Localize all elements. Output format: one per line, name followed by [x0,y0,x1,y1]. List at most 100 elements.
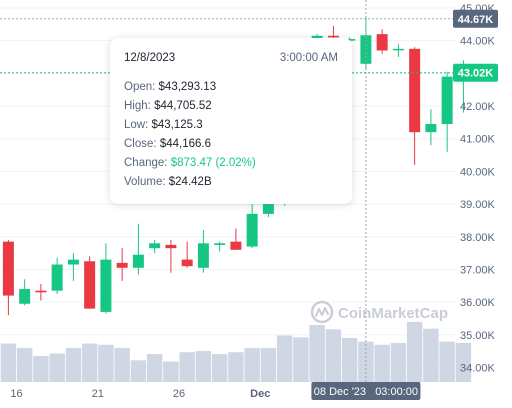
candle-body [100,259,112,312]
candle-up [51,257,63,294]
volume-bar [244,347,260,382]
candle-body [132,254,144,268]
volume-bar [260,347,277,382]
candle-body [392,48,404,51]
candle-body [181,259,193,267]
y-tick-label: 39.00K [460,199,496,211]
volume-bar [163,361,179,382]
volume-bar [179,352,195,382]
volume-bar [0,343,17,382]
candle-up [149,240,161,254]
volume-bar [341,337,358,382]
candle-down [181,241,193,268]
candle-down [35,284,47,301]
y-tick-label: 35.00K [460,330,496,342]
tooltip-open-value: $43,293.13 [158,81,217,93]
volume-bar [98,344,114,382]
candle-up [19,279,31,306]
candle-body [246,213,258,247]
candle-down [165,240,177,273]
watermark: CoinMarketCap [310,300,448,324]
volume-bar [455,342,472,382]
y-tick-label: 34.00K [460,362,496,374]
y-tick-label: 44.00K [460,36,496,48]
x-axis: 16 21 26 Dec [10,388,270,400]
tooltip-high-value: $44,705.52 [154,100,212,112]
y-tick-label: 38.00K [460,232,496,244]
tooltip-close-label: Close: [124,138,157,150]
candle-body [149,243,161,249]
tooltip-high-row: High: $44,705.52 [124,97,338,116]
x-tick-label: 16 [10,388,22,400]
cursor-time-tag-text: 08 Dec '23 03:00:00 [314,386,418,398]
tooltip-volume-row: Volume: $24.42B [124,173,338,192]
current-price-tag-text: 43.02K [458,68,494,80]
y-tick-label: 41.00K [460,134,496,146]
candle-body [116,262,128,268]
tooltip-low-row: Low: $43,125.3 [124,116,338,135]
candle-down [409,47,421,165]
candle-body [409,48,421,133]
candle-up [100,243,112,314]
candle-body [376,34,388,51]
volume-bar [406,321,423,382]
candle-up [441,71,453,152]
candle-body [67,259,79,265]
volume-bar [439,341,455,382]
volume-bar [16,347,33,382]
volume-bar [195,351,212,382]
y-tick-label: 40.00K [460,166,496,178]
x-tick-label: 21 [92,388,104,400]
volume-bar [374,344,390,382]
tooltip-change-label: Change: [124,157,168,169]
candle-down [84,256,96,309]
volume-bar [276,335,293,382]
candle-body [262,200,274,214]
x-tick-label: Dec [250,388,270,400]
tooltip-low-value: $43,125.3 [151,119,203,131]
tooltip-close-row: Close: $44,166.6 [124,135,338,154]
tooltip-volume-value: $24.42B [168,176,212,188]
volume-bar [228,352,244,382]
volume-bar [309,324,325,382]
tooltip-change-value: $873.47 (2.02%) [170,157,256,169]
candle-body [165,244,177,249]
candle-up [425,109,437,146]
candle-down [116,248,128,281]
volume-bar [390,342,407,382]
y-tick-label: 36.00K [460,297,496,309]
coinmarketcap-logo-icon [310,300,334,324]
volume-bar [33,355,49,382]
tooltip-header: 12/8/2023 3:00:00 AM [124,52,338,64]
candle-body [35,290,47,293]
candle-body [197,243,209,268]
price-tags: 44.67K 43.02K 08 Dec '23 03:00:00 [311,9,498,400]
tooltip-time: 3:00:00 AM [279,52,338,64]
current-price-tag: 43.02K [453,63,498,82]
candle-up [392,43,404,58]
candle-down [376,29,388,54]
candle-body [441,76,453,125]
candle-body [214,243,226,245]
watermark-text: CoinMarketCap [338,305,448,322]
volume-bar [325,329,342,382]
tooltip-low-label: Low: [124,119,149,131]
volume-bar [423,328,439,382]
volume-bar [146,354,163,382]
candle-up [197,230,209,273]
tooltip-open-row: Open: $43,293.13 [124,78,338,97]
tooltip-volume-label: Volume: [124,176,166,188]
candle-body [19,289,31,304]
x-tick-label: 26 [173,388,185,400]
candle-up [246,204,258,249]
tooltip-open-label: Open: [124,81,156,93]
candle-body [51,264,63,291]
candle-down [2,240,14,316]
candle-body [2,241,14,296]
volume-bar [49,353,65,382]
tooltip-close-value: $44,166.6 [159,138,211,150]
volume-bar [130,360,147,382]
candle-down [230,228,242,250]
volume-bar [211,354,228,382]
